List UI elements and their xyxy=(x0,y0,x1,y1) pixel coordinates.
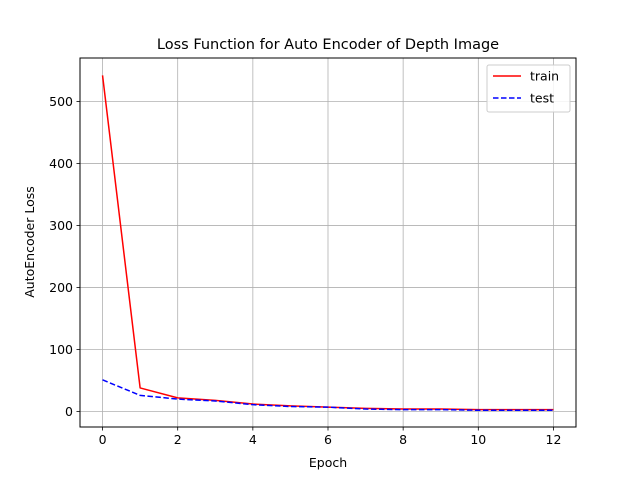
y-tick-label: 300 xyxy=(49,218,73,233)
y-tick-label: 200 xyxy=(49,280,73,295)
y-tick-label: 400 xyxy=(49,156,73,171)
grid xyxy=(80,58,576,427)
legend: train test xyxy=(486,64,571,113)
ticks: 0 2 4 6 8 10 12 0 100 200 300 400 500 xyxy=(49,94,561,447)
chart-title: Loss Function for Auto Encoder of Depth … xyxy=(157,37,499,53)
x-tick-label: 0 xyxy=(99,432,107,447)
y-tick-label: 0 xyxy=(65,404,73,419)
x-tick-label: 6 xyxy=(324,432,332,447)
x-axis-label: Epoch xyxy=(309,455,347,470)
x-tick-label: 2 xyxy=(174,432,182,447)
series-layer xyxy=(101,75,554,412)
x-tick-label: 12 xyxy=(546,432,562,447)
x-tick-label: 10 xyxy=(470,432,486,447)
x-tick-label: 4 xyxy=(249,432,257,447)
legend-label-test: test xyxy=(530,91,554,106)
y-tick-label: 500 xyxy=(49,94,73,109)
y-axis-label: AutoEncoder Loss xyxy=(22,186,37,298)
y-tick-label: 100 xyxy=(49,342,73,357)
legend-label-train: train xyxy=(530,69,559,84)
series-line-test xyxy=(102,379,554,412)
x-tick-label: 8 xyxy=(399,432,407,447)
